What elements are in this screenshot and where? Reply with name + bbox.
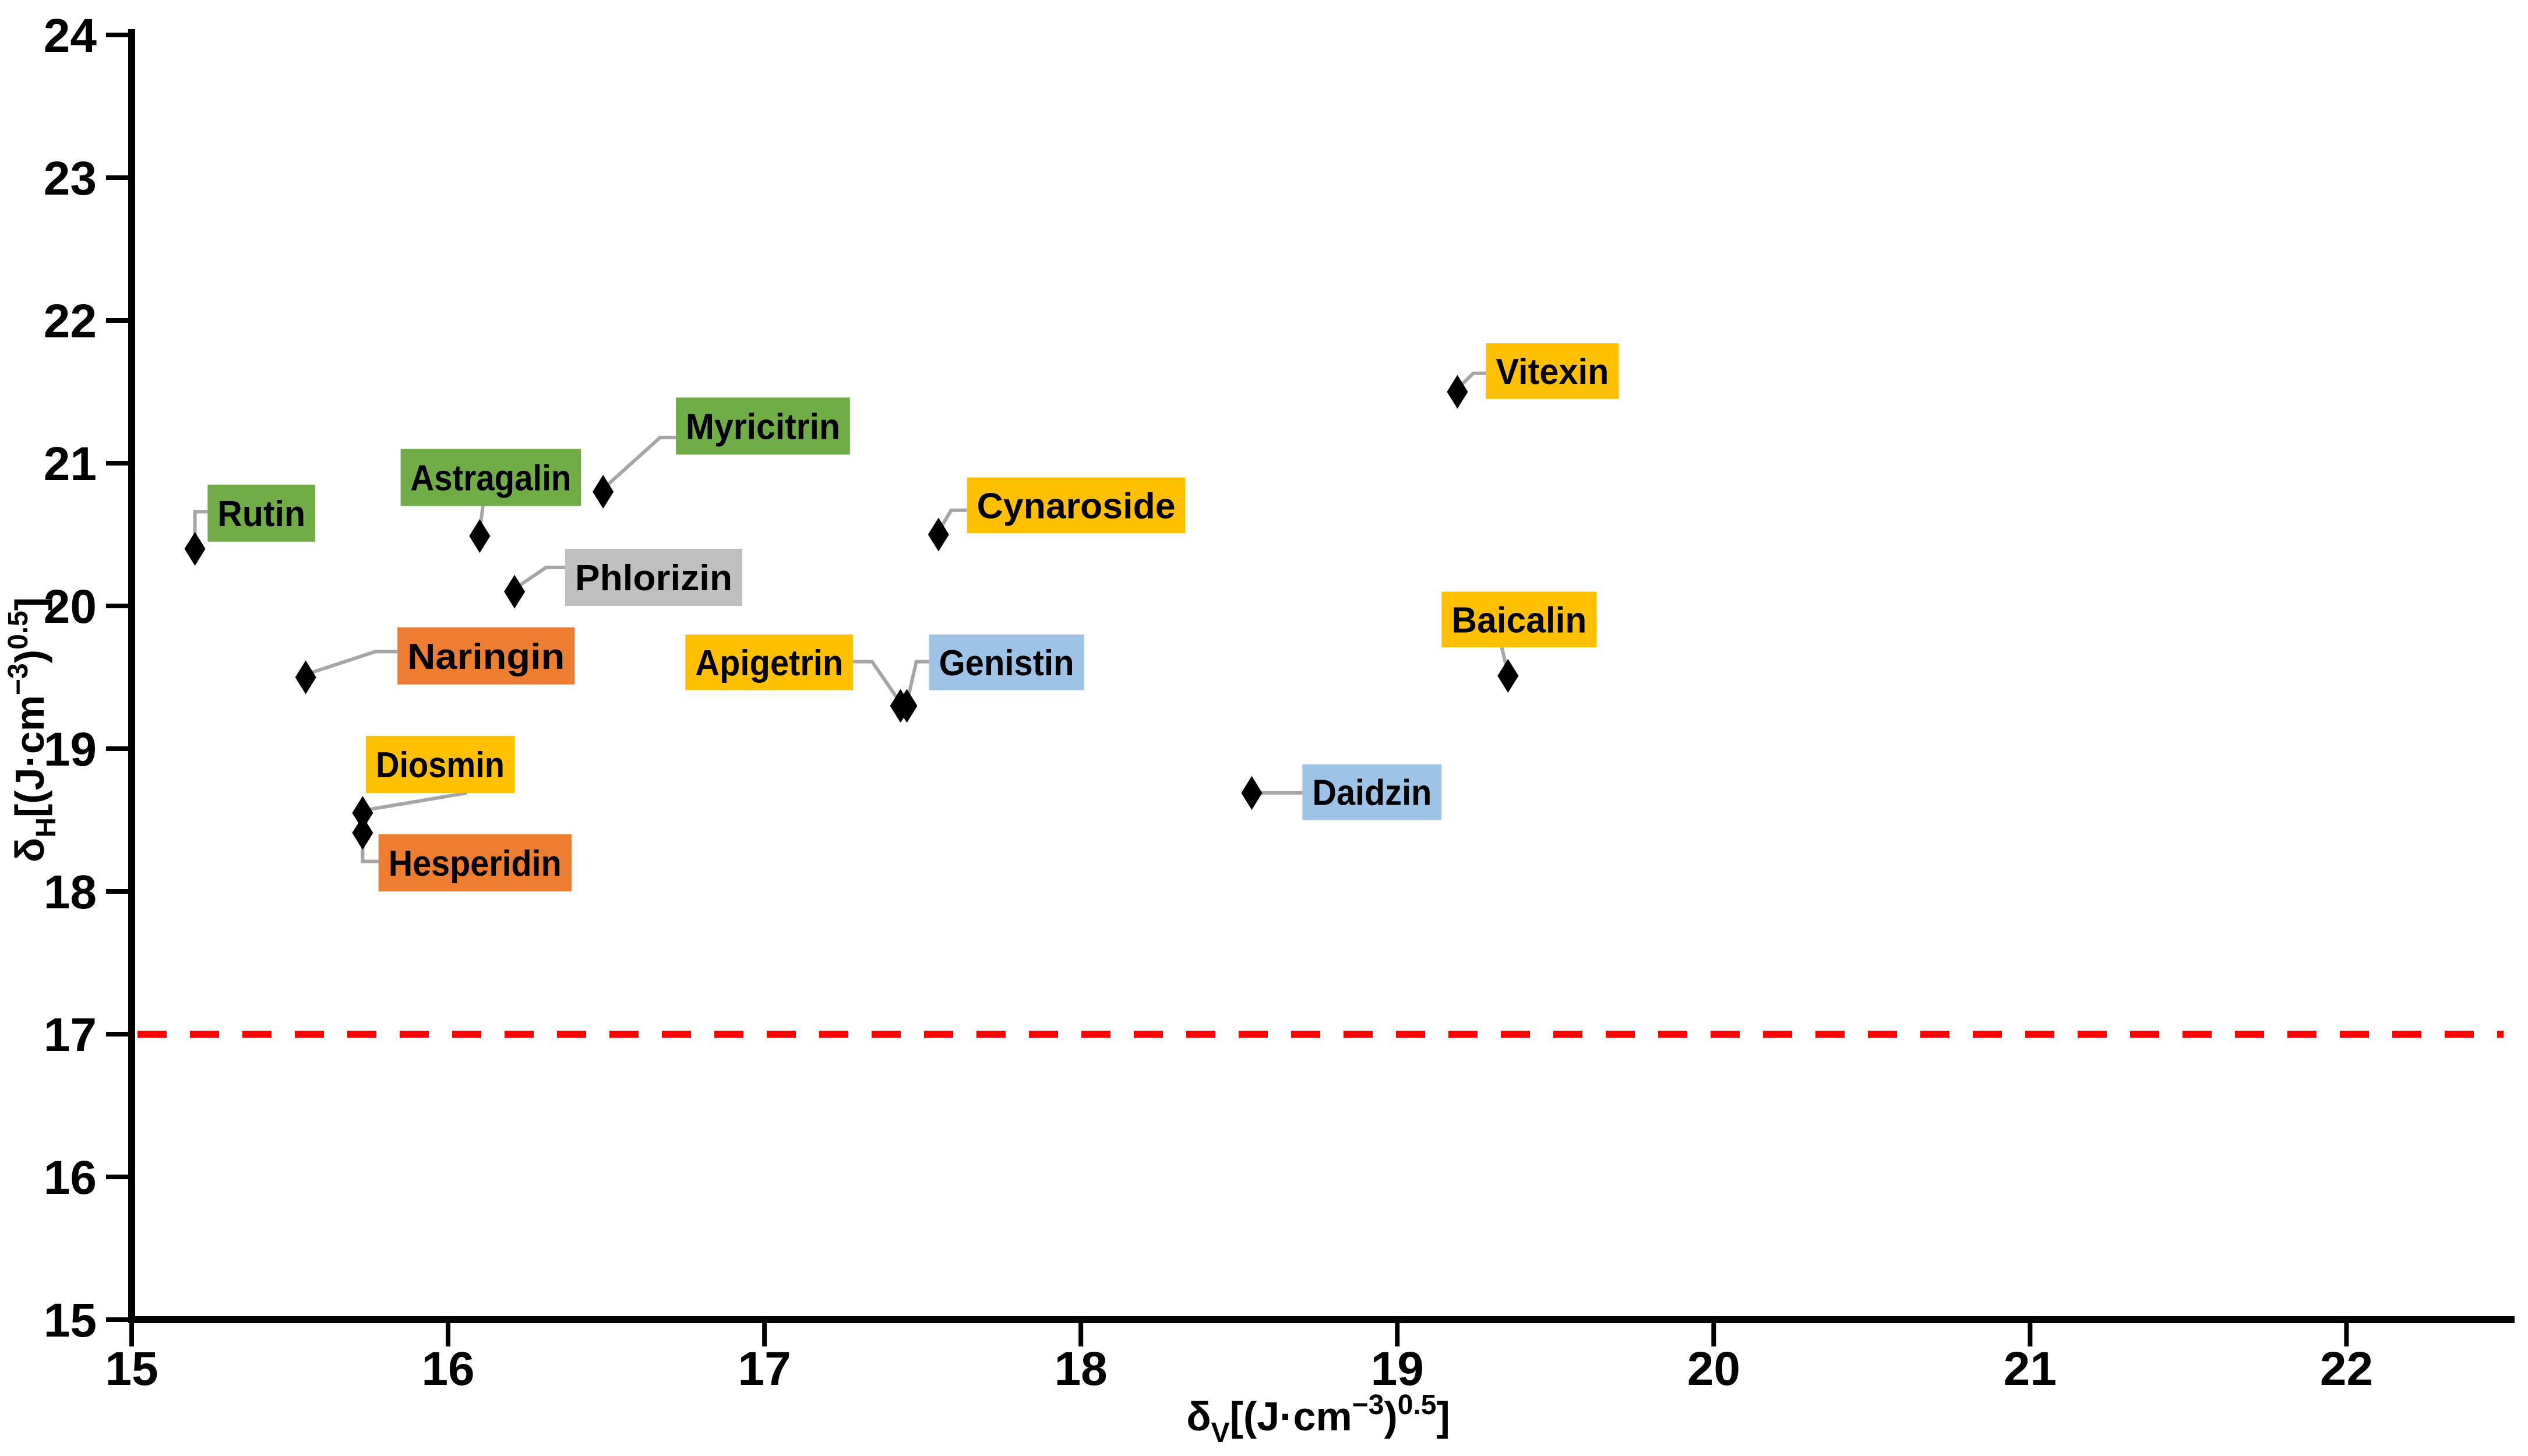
x-axis-title: δV[(J·cm−3)0.5] [1186, 1390, 1450, 1448]
data-point-marker-myricitrin [593, 475, 614, 509]
x-tick-label-20: 20 [1687, 1342, 1740, 1395]
y-tick-label-16: 16 [44, 1151, 97, 1204]
label-text-vitexin: Vitexin [1496, 352, 1609, 392]
label-text-astragalin: Astragalin [410, 459, 571, 499]
leader-line-genistin [905, 660, 929, 704]
leader-line-phlorizin [513, 565, 565, 591]
leader-line-apigetrin [853, 660, 902, 704]
label-box-cynaroside [967, 477, 1186, 534]
y-tick-label-24: 24 [44, 9, 97, 62]
y-tick-label-22: 22 [44, 295, 97, 348]
data-point-marker-rutin [184, 532, 206, 566]
data-point-marker-genistin [896, 689, 918, 723]
label-text-myricitrin: Myricitrin [686, 407, 840, 447]
data-point-marker-daidzin [1241, 775, 1263, 810]
y-tick-label-19: 19 [44, 723, 97, 776]
y-tick-label-18: 18 [44, 866, 97, 919]
x-tick-label-21: 21 [2004, 1342, 2057, 1395]
label-box-diosmin [365, 735, 515, 793]
label-text-hesperidin: Hesperidin [389, 844, 562, 884]
label-box-naringin [397, 627, 575, 685]
x-tick-label-17: 17 [738, 1342, 791, 1395]
label-box-myricitrin [676, 397, 850, 455]
label-text-baicalin: Baicalin [1451, 600, 1586, 640]
y-axis-title: δH[(J·cm−3)0.5] [3, 597, 62, 862]
label-box-astragalin [400, 449, 581, 506]
point-group-myricitrin: Myricitrin [593, 397, 850, 509]
point-group-genistin: Genistin [896, 634, 1084, 723]
point-group-apigetrin: Apigetrin [685, 634, 911, 723]
point-group-rutin: Rutin [184, 484, 315, 566]
point-group-cynaroside: Cynaroside [928, 477, 1186, 552]
label-text-rutin: Rutin [217, 494, 305, 534]
point-group-daidzin: Daidzin [1241, 764, 1442, 820]
label-text-apigetrin: Apigetrin [695, 643, 843, 683]
label-text-phlorizin: Phlorizin [575, 558, 732, 598]
y-tick-label-21: 21 [44, 438, 97, 491]
leader-line-diosmin [365, 791, 468, 812]
data-point-marker-baicalin [1497, 659, 1519, 693]
data-point-marker-cynaroside [928, 517, 949, 552]
leader-line-naringin [305, 650, 398, 676]
y-tick-label-23: 23 [44, 152, 97, 205]
data-point-marker-phlorizin [504, 574, 526, 609]
y-tick-label-20: 20 [44, 580, 97, 633]
label-box-genistin [929, 634, 1084, 690]
data-point-marker-diosmin [352, 796, 373, 830]
point-group-naringin: Naringin [295, 627, 575, 694]
point-group-astragalin: Astragalin [400, 449, 581, 553]
point-group-hesperidin: Hesperidin [352, 816, 572, 891]
y-tick-label-17: 17 [44, 1009, 97, 1062]
label-box-phlorizin [565, 549, 743, 606]
y-tick-label-15: 15 [44, 1294, 97, 1347]
point-group-baicalin: Baicalin [1441, 591, 1597, 693]
data-point-marker-hesperidin [352, 816, 373, 850]
label-box-apigetrin [685, 634, 854, 690]
x-tick-label-22: 22 [2320, 1342, 2373, 1395]
data-point-marker-naringin [295, 660, 316, 694]
x-tick-label-15: 15 [105, 1342, 158, 1395]
point-group-phlorizin: Phlorizin [504, 549, 743, 609]
label-box-baicalin [1441, 591, 1597, 648]
label-box-hesperidin [378, 834, 572, 891]
point-group-diosmin: Diosmin [352, 735, 515, 830]
label-text-diosmin: Diosmin [376, 745, 505, 785]
label-text-genistin: Genistin [939, 643, 1074, 683]
label-box-rutin [207, 484, 315, 542]
point-group-vitexin: Vitexin [1447, 343, 1619, 409]
x-tick-label-16: 16 [421, 1342, 474, 1395]
label-box-daidzin [1302, 764, 1442, 820]
label-text-daidzin: Daidzin [1312, 773, 1432, 813]
leader-line-myricitrin [602, 435, 676, 491]
data-point-marker-vitexin [1447, 375, 1468, 409]
data-point-marker-astragalin [469, 519, 491, 553]
label-text-naringin: Naringin [407, 637, 565, 677]
x-tick-label-19: 19 [1371, 1342, 1424, 1395]
label-text-cynaroside: Cynaroside [977, 486, 1176, 526]
label-box-vitexin [1486, 343, 1619, 399]
x-tick-label-18: 18 [1055, 1342, 1108, 1395]
